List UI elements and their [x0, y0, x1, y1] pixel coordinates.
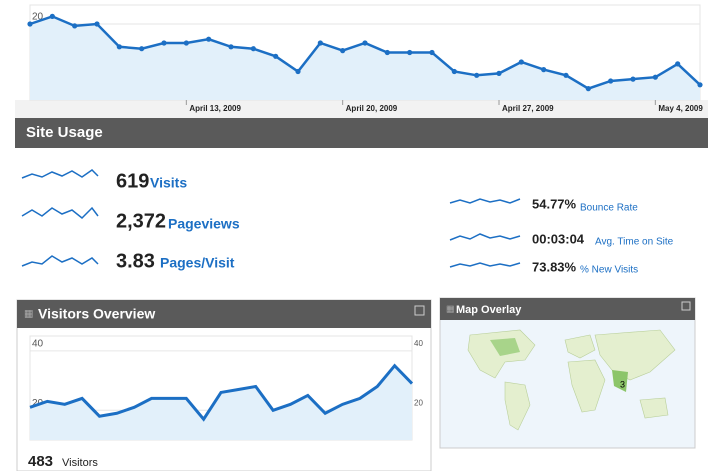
africa — [567, 359, 606, 413]
panel-close[interactable] — [414, 305, 425, 316]
point — [139, 46, 145, 52]
x-tick-label: April 27, 2009 — [502, 104, 554, 113]
point — [340, 48, 346, 54]
panel-icon: ▦ — [24, 309, 33, 320]
metric-label: Avg. Time on Site — [595, 237, 674, 248]
metric-label: Visits — [150, 175, 187, 191]
point — [518, 59, 524, 65]
point — [585, 86, 591, 92]
point — [72, 23, 78, 29]
point — [183, 40, 189, 46]
point — [384, 49, 390, 56]
site-usage-title: Site Usage — [26, 124, 103, 141]
point — [697, 82, 703, 88]
sparkline — [21, 255, 99, 267]
metric-value: 2,372 — [116, 210, 166, 232]
x-tick-label: May 4, 2009 — [658, 104, 703, 113]
visitors-label: Visitors — [62, 457, 98, 469]
south-america — [504, 381, 531, 431]
visitors-title: Visitors Overview — [38, 306, 155, 322]
metric-value: 00:03:04 — [532, 231, 585, 246]
sparkline — [21, 206, 99, 220]
point — [407, 49, 413, 56]
point — [652, 74, 658, 80]
point — [630, 76, 636, 82]
sparkline — [449, 233, 521, 241]
metric-label: Pages/Visit — [160, 255, 235, 271]
point — [496, 70, 502, 76]
date-strip — [15, 100, 708, 118]
metric-value: 619 — [116, 170, 149, 192]
metric-label: Pageviews — [168, 216, 240, 232]
point — [250, 46, 256, 52]
sparkline — [449, 198, 521, 204]
metric-label: Bounce Rate — [580, 203, 638, 214]
site-usage-header — [15, 118, 708, 148]
sparklines — [21, 169, 521, 268]
visitors-panel — [16, 299, 432, 471]
point — [273, 53, 279, 59]
point — [161, 40, 167, 46]
map-panel — [439, 297, 696, 449]
point — [295, 68, 301, 75]
y2-tick-label: 20 — [414, 398, 423, 407]
sparkline — [21, 169, 99, 179]
point — [116, 44, 122, 50]
x-tick-label: April 20, 2009 — [346, 104, 398, 113]
y-tick-label: 40 — [32, 338, 44, 349]
point — [94, 21, 100, 27]
map-header — [440, 298, 695, 320]
point — [451, 68, 457, 75]
area — [30, 16, 700, 100]
point — [27, 21, 33, 27]
point — [49, 13, 55, 19]
point — [563, 72, 569, 78]
y-tick-label: 20 — [32, 12, 44, 23]
visitors-header — [17, 300, 431, 328]
metric-value: 73.83% — [532, 259, 577, 274]
point — [228, 44, 234, 50]
line — [29, 363, 414, 422]
point — [317, 40, 323, 46]
map-title: Map Overlay — [456, 304, 522, 316]
point — [362, 40, 368, 46]
point — [429, 49, 435, 56]
point — [206, 36, 212, 42]
x-tick-label: April 13, 2009 — [189, 104, 241, 113]
visitors-total: 483 — [28, 453, 53, 470]
point — [474, 72, 480, 78]
point — [541, 67, 547, 73]
asia — [594, 329, 676, 381]
metric-value: 3.83 — [116, 250, 155, 272]
y2-tick-label: 40 — [414, 339, 423, 348]
metric-label: % New Visits — [580, 265, 638, 276]
europe — [564, 334, 596, 359]
area — [30, 365, 412, 440]
metric-value: 54.77% — [532, 196, 577, 211]
map-highlight — [490, 338, 520, 356]
point — [675, 61, 681, 67]
panel-icon: ▦ — [446, 303, 455, 313]
panel-close[interactable] — [681, 301, 691, 311]
australia — [639, 397, 669, 419]
point — [608, 78, 614, 84]
sparkline — [449, 262, 521, 268]
map-highlight — [612, 370, 628, 392]
map-marker: 3 — [620, 379, 625, 389]
